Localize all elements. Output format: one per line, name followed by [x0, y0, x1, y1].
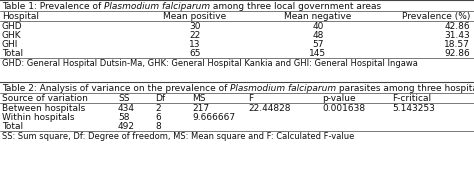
- Text: Table 2: Analysis of variance on the prevalence of: Table 2: Analysis of variance on the pre…: [2, 84, 230, 93]
- Text: 57: 57: [312, 40, 324, 49]
- Text: F: F: [248, 94, 253, 103]
- Text: Total: Total: [2, 49, 23, 58]
- Text: Within hospitals: Within hospitals: [2, 113, 74, 122]
- Text: Df: Df: [155, 94, 165, 103]
- Text: 8: 8: [155, 122, 161, 131]
- Text: 40: 40: [312, 22, 324, 31]
- Text: 65: 65: [189, 49, 201, 58]
- Text: SS: SS: [118, 94, 129, 103]
- Text: GHD: General Hospital Dutsin-Ma, GHK: General Hospital Kankia and GHI: General H: GHD: General Hospital Dutsin-Ma, GHK: Ge…: [2, 59, 418, 68]
- Text: Plasmodium falciparum: Plasmodium falciparum: [230, 84, 337, 93]
- Text: Source of variation: Source of variation: [2, 94, 88, 103]
- Text: p-value: p-value: [322, 94, 356, 103]
- Text: 42.86: 42.86: [444, 22, 470, 31]
- Text: 145: 145: [310, 49, 327, 58]
- Text: Between hospitals: Between hospitals: [2, 104, 85, 113]
- Text: 22.44828: 22.44828: [248, 104, 291, 113]
- Text: 6: 6: [155, 113, 161, 122]
- Text: 58: 58: [118, 113, 129, 122]
- Text: 13: 13: [189, 40, 201, 49]
- Text: parasites among three hospitals: parasites among three hospitals: [337, 84, 474, 93]
- Text: 92.86: 92.86: [444, 49, 470, 58]
- Text: 9.666667: 9.666667: [192, 113, 235, 122]
- Text: 22: 22: [190, 31, 201, 40]
- Text: Hospital: Hospital: [2, 12, 39, 21]
- Text: F-critical: F-critical: [392, 94, 431, 103]
- Text: Total: Total: [2, 122, 23, 131]
- Text: 0.001638: 0.001638: [322, 104, 365, 113]
- Text: Prevalence (%): Prevalence (%): [401, 12, 470, 21]
- Text: GHK: GHK: [2, 31, 22, 40]
- Text: SS: Sum square, Df: Degree of freedom, MS: Mean square and F: Calculated F-value: SS: Sum square, Df: Degree of freedom, M…: [2, 132, 355, 141]
- Text: 31.43: 31.43: [444, 31, 470, 40]
- Text: 5.143253: 5.143253: [392, 104, 435, 113]
- Text: 48: 48: [312, 31, 324, 40]
- Text: among three local government areas: among three local government areas: [210, 2, 382, 11]
- Text: Mean negative: Mean negative: [284, 12, 352, 21]
- Text: GHI: GHI: [2, 40, 18, 49]
- Text: Plasmodium falciparum: Plasmodium falciparum: [104, 2, 210, 11]
- Text: Table 1: Prevalence of: Table 1: Prevalence of: [2, 2, 104, 11]
- Text: 30: 30: [189, 22, 201, 31]
- Text: Mean positive: Mean positive: [164, 12, 227, 21]
- Text: 434: 434: [118, 104, 135, 113]
- Text: 217: 217: [192, 104, 209, 113]
- Text: MS: MS: [192, 94, 206, 103]
- Text: 18.57: 18.57: [444, 40, 470, 49]
- Text: 492: 492: [118, 122, 135, 131]
- Text: 2: 2: [155, 104, 161, 113]
- Text: GHD: GHD: [2, 22, 23, 31]
